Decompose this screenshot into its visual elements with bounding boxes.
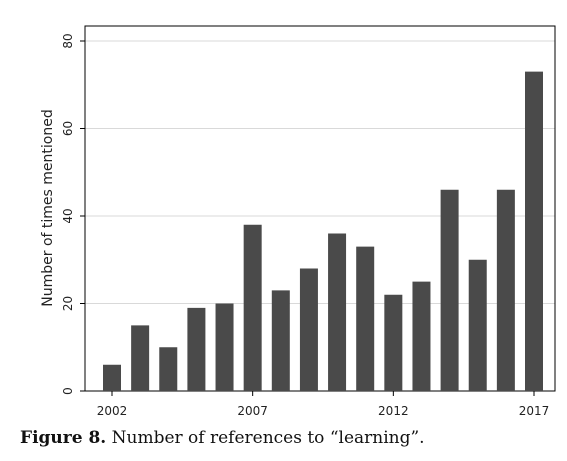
bar <box>103 364 121 391</box>
bar <box>271 290 290 391</box>
bar-chart: 0 20 40 60 80 2002 2007 2012 2017 Number of tim… <box>40 25 556 418</box>
x-tick-label: 2012 <box>378 404 409 418</box>
bar <box>525 71 543 391</box>
bar <box>356 246 375 391</box>
bar <box>187 307 206 391</box>
bar <box>215 303 234 391</box>
bar <box>384 294 403 391</box>
bars <box>103 71 543 391</box>
bar <box>243 224 262 391</box>
x-tick-label: 2017 <box>519 404 550 418</box>
figure-label: Figure 8. <box>20 428 107 448</box>
y-tick-label: 20 <box>61 296 75 311</box>
bar <box>159 347 178 391</box>
bar <box>440 189 459 391</box>
y-axis: 0 20 40 60 80 <box>61 33 85 395</box>
x-axis: 2002 2007 2012 2017 <box>97 391 550 418</box>
bar <box>131 325 150 391</box>
x-tick-label: 2002 <box>97 404 128 418</box>
figure-caption: Figure 8. Number of references to “learn… <box>20 428 425 448</box>
bar <box>468 259 487 391</box>
bar <box>299 268 318 391</box>
y-tick-label: 80 <box>61 33 75 48</box>
x-tick-label: 2007 <box>237 404 268 418</box>
plot-frame <box>84 25 556 392</box>
bar <box>328 233 347 391</box>
bar <box>412 281 431 391</box>
y-tick-label: 40 <box>61 208 75 223</box>
y-tick-label: 60 <box>61 121 75 136</box>
y-tick-label: 0 <box>61 387 75 395</box>
bar <box>496 189 515 391</box>
y-axis-title: Number of times mentioned <box>40 109 56 306</box>
figure-caption-text: Number of references to “learning”. <box>106 428 425 448</box>
